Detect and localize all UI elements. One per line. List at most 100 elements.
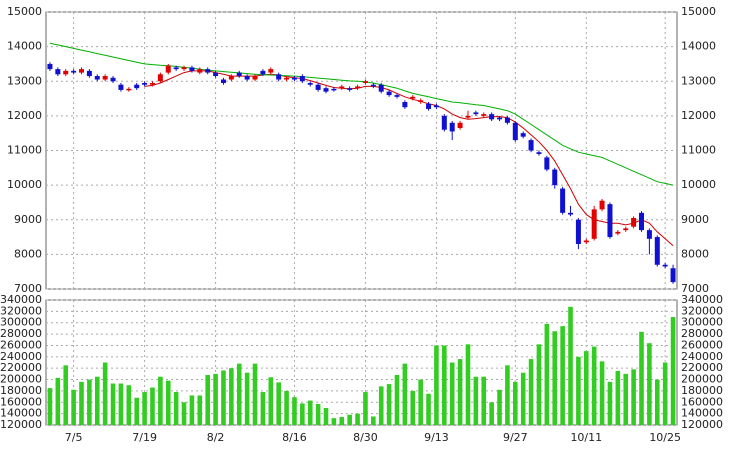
volume-bar	[583, 351, 589, 425]
volume-bar	[181, 402, 187, 425]
candle-body	[236, 72, 242, 77]
candle-body	[307, 82, 313, 85]
candle-body	[504, 117, 510, 123]
volume-bar	[623, 373, 629, 425]
candle-body	[552, 169, 558, 186]
volume-bar	[347, 414, 352, 425]
volume-bar	[505, 365, 510, 425]
volume-bar	[544, 323, 550, 425]
candle-body	[426, 103, 432, 109]
y-tick-label-right: 120000	[681, 418, 723, 431]
y-tick-label-right: 140000	[681, 407, 723, 420]
y-tick-label-right: 160000	[681, 395, 723, 408]
volume-bar	[473, 376, 479, 425]
y-tick-label: 14000	[7, 40, 42, 53]
volume-bar	[465, 344, 471, 425]
volume-bar	[599, 361, 605, 425]
volume-bar	[165, 380, 171, 425]
y-tick-label: 140000	[0, 407, 42, 420]
candle-body	[205, 69, 211, 73]
y-tick-label: 260000	[0, 338, 42, 351]
volume-bar	[418, 379, 423, 425]
candle-body	[268, 69, 274, 73]
volume-bar	[449, 362, 455, 425]
candle-body	[536, 152, 542, 154]
candle-body	[118, 84, 124, 90]
x-tick-label: 10/11	[570, 431, 602, 444]
x-tick-label: 10/25	[649, 431, 681, 444]
x-tick-label: 9/13	[424, 431, 449, 444]
volume-bar	[63, 365, 69, 425]
candle-body	[410, 96, 416, 99]
candle-body	[339, 86, 345, 89]
volume-bar	[497, 389, 502, 425]
volume-bar	[292, 397, 297, 425]
volume-bar	[87, 379, 92, 425]
candle-body	[560, 188, 566, 213]
x-tick-label: 8/16	[282, 431, 307, 444]
y-tick-label-right: 7000	[681, 282, 709, 295]
volume-bar	[568, 306, 573, 425]
volume-bar	[205, 375, 210, 425]
candle-body	[512, 122, 518, 141]
candle-body	[189, 67, 195, 71]
y-tick-label: 340000	[0, 293, 42, 306]
volume-bar	[173, 392, 179, 425]
volume-bar	[607, 381, 613, 425]
volume-bar	[158, 376, 163, 425]
volume-bar	[244, 372, 250, 425]
volume-bar	[236, 363, 242, 425]
y-tick-label: 9000	[14, 213, 42, 226]
candle-body	[63, 70, 69, 75]
volume-bar	[410, 390, 416, 425]
volume-bar	[47, 388, 53, 425]
volume-bar	[142, 392, 147, 425]
candle-body	[197, 69, 203, 73]
candle-body	[615, 231, 621, 234]
volume-bar	[394, 375, 400, 425]
y-tick-label: 8000	[14, 247, 42, 260]
volume-bar	[213, 373, 218, 425]
candle-body	[86, 70, 92, 77]
y-tick-label: 15000	[7, 5, 42, 18]
candle-body	[142, 82, 148, 85]
candle-body	[173, 67, 179, 70]
y-tick-label-right: 11000	[681, 144, 716, 157]
volume-bar	[150, 387, 155, 425]
volume-bar	[331, 418, 337, 425]
candle-body	[418, 100, 424, 103]
y-tick-label: 13000	[7, 74, 42, 87]
volume-bar	[260, 392, 266, 425]
volume-bar	[126, 385, 132, 425]
candle-body	[149, 82, 155, 85]
candle-body	[102, 76, 108, 80]
volume-bar	[189, 395, 195, 425]
volume-bar	[662, 362, 668, 425]
volume-bar	[110, 383, 116, 425]
candle-body	[449, 122, 455, 132]
volume-bar	[355, 413, 360, 425]
volume-bar	[631, 369, 636, 425]
volume-bar	[591, 346, 597, 425]
y-tick-label-right: 340000	[681, 293, 723, 306]
candle-body	[47, 63, 53, 70]
candle-body	[213, 72, 219, 77]
volume-bar	[442, 345, 447, 425]
candle-body	[465, 115, 471, 118]
candle-body	[583, 240, 589, 243]
candle-body	[489, 114, 495, 120]
candle-body	[252, 76, 258, 80]
y-tick-label-right: 260000	[681, 338, 723, 351]
candle-body	[94, 76, 100, 80]
volume-bar	[339, 417, 345, 425]
candle-body	[165, 65, 171, 73]
y-tick-label-right: 220000	[681, 361, 723, 374]
candle-body	[260, 70, 266, 75]
candle-body	[134, 84, 140, 89]
candle-body	[646, 230, 652, 239]
candle-body	[126, 88, 132, 91]
volume-bar	[560, 326, 565, 425]
candle-body	[284, 77, 290, 80]
volume-bar	[386, 384, 392, 425]
